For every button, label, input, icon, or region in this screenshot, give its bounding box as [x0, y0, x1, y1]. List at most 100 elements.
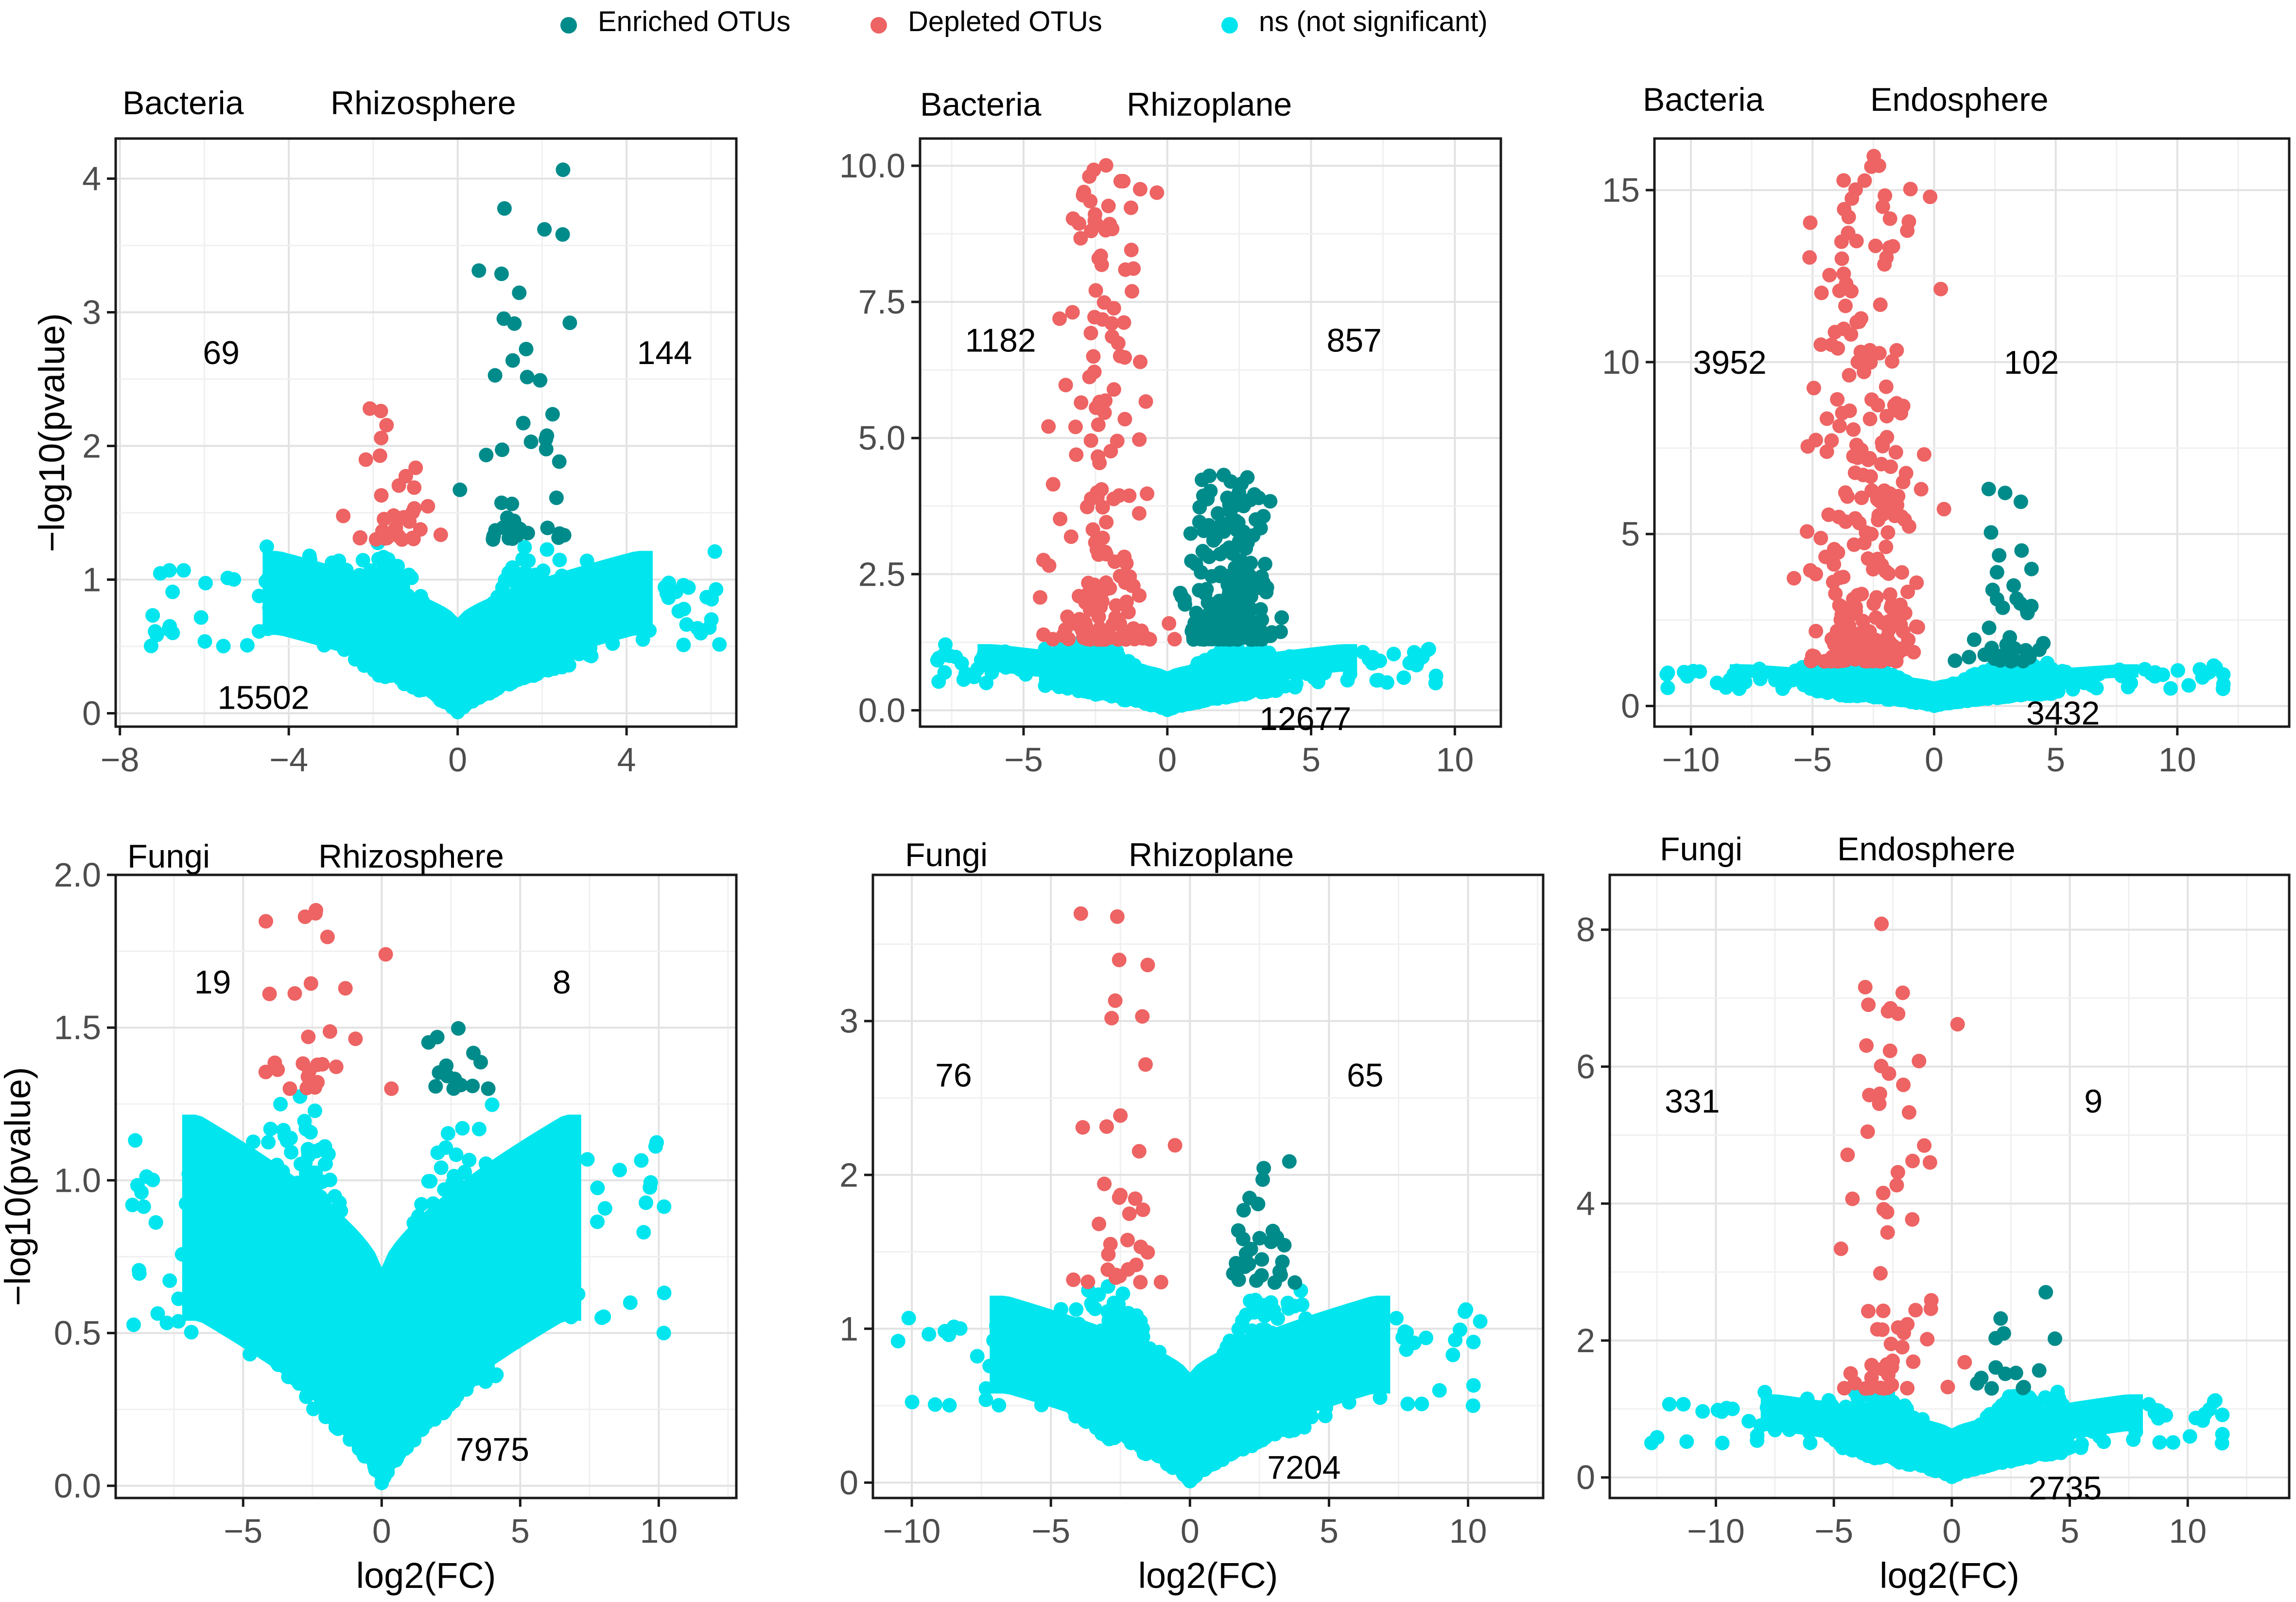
point-depleted	[1065, 305, 1080, 320]
y-tick-label: 2.5	[858, 555, 905, 593]
point-depleted	[1830, 341, 1845, 356]
point-depleted	[1787, 571, 1802, 586]
point-depleted	[1844, 191, 1860, 206]
point-ns	[161, 622, 176, 637]
point-depleted	[1095, 500, 1110, 515]
point-depleted	[1033, 590, 1047, 605]
point-depleted	[1109, 598, 1124, 613]
point-depleted	[372, 448, 387, 463]
point-depleted	[1069, 447, 1084, 462]
y-tick-label: 3	[82, 294, 101, 331]
point-enriched	[557, 528, 572, 543]
point-ns	[220, 571, 235, 586]
point-depleted	[1106, 491, 1121, 506]
x-tick-label: 0	[1158, 741, 1177, 779]
axes: −5 0 5 100.02.55.07.510.0	[839, 147, 1474, 779]
ns-density	[977, 644, 1357, 699]
point-depleted	[352, 531, 367, 546]
point-depleted	[1862, 412, 1878, 426]
point-enriched	[507, 316, 522, 331]
point-depleted	[1916, 447, 1931, 462]
point-enriched	[1192, 583, 1207, 598]
point-ns	[1223, 685, 1238, 700]
point-enriched	[1254, 632, 1270, 647]
panel-border	[114, 137, 738, 728]
point-ns	[1340, 673, 1355, 688]
point-depleted	[1835, 405, 1850, 420]
point-enriched	[537, 222, 552, 237]
point-enriched	[471, 263, 487, 278]
point-depleted	[398, 469, 413, 484]
point-depleted	[1879, 409, 1894, 424]
point-depleted	[1042, 558, 1057, 573]
count-enriched: 857	[1327, 322, 1382, 359]
point-depleted	[1884, 597, 1899, 612]
point-depleted	[1063, 529, 1078, 544]
panel-kingdom-label: Bacteria	[122, 85, 244, 122]
point-ns	[143, 639, 158, 653]
point-depleted	[1074, 395, 1089, 410]
point-enriched	[540, 521, 555, 536]
point-depleted	[1103, 444, 1118, 459]
point-depleted	[1118, 575, 1133, 590]
y-tick-label: 7.5	[858, 283, 905, 321]
point-depleted	[1846, 537, 1861, 552]
point-depleted	[1124, 243, 1139, 258]
point-depleted	[1036, 627, 1051, 642]
count-ns: 15502	[218, 679, 310, 716]
point-ns	[679, 617, 694, 632]
x-tick-label: 10	[1436, 741, 1474, 779]
legend-label-depleted: Depleted OTUs	[908, 6, 1102, 37]
point-depleted	[374, 488, 389, 503]
point-depleted	[1113, 174, 1128, 189]
point-ns	[2163, 681, 2178, 696]
point-depleted	[1806, 381, 1821, 396]
point-enriched	[512, 285, 527, 300]
point-ns	[931, 674, 946, 689]
y-tick-label: 1	[82, 561, 101, 599]
point-enriched	[556, 162, 571, 177]
point-enriched	[1251, 490, 1266, 505]
point-ns	[510, 672, 525, 687]
point-ns	[355, 553, 370, 568]
point-depleted	[336, 508, 351, 523]
point-enriched	[1227, 582, 1242, 597]
legend-swatch-enriched	[560, 17, 577, 34]
point-depleted	[1140, 486, 1155, 501]
point-ns	[2156, 667, 2170, 682]
point-enriched	[1259, 580, 1274, 595]
point-enriched	[1254, 612, 1270, 627]
point-depleted	[1089, 588, 1104, 603]
point-depleted	[1875, 435, 1890, 450]
point-depleted	[1086, 349, 1101, 364]
point-depleted	[1118, 262, 1133, 277]
point-depleted	[1879, 379, 1894, 394]
point-depleted	[407, 480, 422, 495]
point-ns	[1928, 693, 1943, 708]
point-depleted	[1056, 628, 1071, 643]
point-ns	[2170, 663, 2185, 678]
point-ns	[661, 590, 676, 605]
point-enriched	[1198, 522, 1213, 537]
count-enriched: 144	[637, 334, 692, 371]
point-enriched	[494, 266, 509, 281]
point-depleted	[1052, 311, 1067, 326]
point-enriched	[1174, 589, 1189, 604]
point-depleted	[1832, 418, 1847, 434]
point-depleted	[420, 499, 435, 514]
point-ns	[429, 688, 444, 703]
point-depleted	[1898, 466, 1913, 481]
point-ns	[2121, 679, 2136, 695]
point-enriched	[1240, 470, 1255, 485]
point-ns	[1256, 680, 1271, 695]
point-ns	[162, 563, 177, 578]
point-depleted	[1094, 257, 1109, 272]
point-ns	[702, 620, 717, 635]
ns-density	[262, 551, 653, 702]
point-enriched	[1195, 472, 1210, 488]
point-enriched	[1183, 526, 1198, 541]
point-ns	[1386, 646, 1401, 662]
point-ns	[1738, 675, 1753, 690]
point-depleted	[1041, 419, 1056, 434]
